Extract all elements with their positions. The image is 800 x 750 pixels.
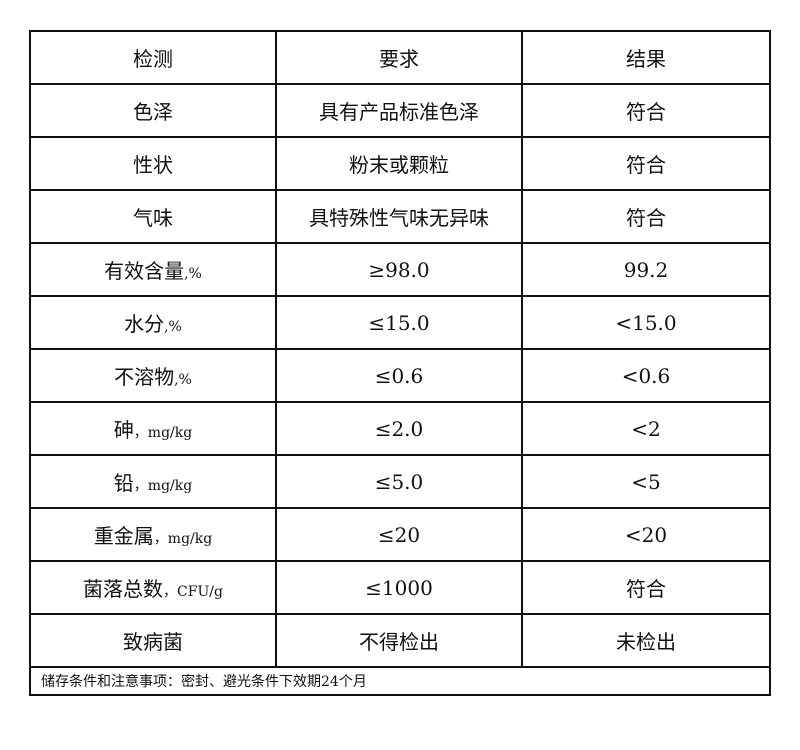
table-row: 有效含量,% ≥98.0 99.2 <box>29 242 771 297</box>
item-name: 色泽 <box>133 100 173 124</box>
result-cell: 符合 <box>521 560 771 615</box>
table-row: 水分,% ≤15.0 <15.0 <box>29 295 771 350</box>
item-unit: ，CFU/g <box>163 584 223 600</box>
test-item: 不溶物,% <box>29 348 277 403</box>
test-item: 致病菌 <box>29 613 277 668</box>
result-cell: <2 <box>521 401 771 456</box>
requirement-cell: ≤2.0 <box>275 401 523 456</box>
table-row: 重金属，mg/kg ≤20 <20 <box>29 507 771 562</box>
result-cell: <0.6 <box>521 348 771 403</box>
item-name: 砷 <box>113 418 134 442</box>
table-row: 砷，mg/kg ≤2.0 <2 <box>29 401 771 456</box>
requirement-cell: ≤5.0 <box>275 454 523 509</box>
requirement-cell: 不得检出 <box>275 613 523 668</box>
test-item: 菌落总数，CFU/g <box>29 560 277 615</box>
table-row: 性状 粉末或颗粒 符合 <box>29 136 771 191</box>
item-unit: ，mg/kg <box>133 425 193 441</box>
table-row: 菌落总数，CFU/g ≤1000 符合 <box>29 560 771 615</box>
result-cell: 符合 <box>521 189 771 244</box>
result-cell: <5 <box>521 454 771 509</box>
item-unit: ，mg/kg <box>153 531 213 547</box>
result-cell: 99.2 <box>521 242 771 297</box>
item-name: 重金属 <box>93 524 154 548</box>
test-item: 色泽 <box>29 83 277 138</box>
header-result: 结果 <box>521 30 771 85</box>
inspection-table: 检测 要求 结果 色泽 具有产品标准色泽 符合 性状 粉末或颗粒 符合 气味 具特殊性气味无异… <box>29 30 771 696</box>
requirement-cell: ≤20 <box>275 507 523 562</box>
test-item: 水分,% <box>29 295 277 350</box>
test-item: 重金属，mg/kg <box>29 507 277 562</box>
result-cell: 符合 <box>521 136 771 191</box>
result-cell: <20 <box>521 507 771 562</box>
item-name: 不溶物 <box>114 365 175 389</box>
header-test: 检测 <box>29 30 277 85</box>
item-name: 菌落总数 <box>83 577 164 601</box>
test-item: 性状 <box>29 136 277 191</box>
result-cell: 未检出 <box>521 613 771 668</box>
item-unit: ,% <box>174 372 192 388</box>
table-row: 不溶物,% ≤0.6 <0.6 <box>29 348 771 403</box>
storage-note: 储存条件和注意事项：密封、避光条件下效期24个月 <box>29 666 771 696</box>
footer-row: 储存条件和注意事项：密封、避光条件下效期24个月 <box>29 666 771 696</box>
table-row: 气味 具特殊性气味无异味 符合 <box>29 189 771 244</box>
test-item: 气味 <box>29 189 277 244</box>
header-row: 检测 要求 结果 <box>29 30 771 85</box>
table-row: 色泽 具有产品标准色泽 符合 <box>29 83 771 138</box>
table-row: 铅，mg/kg ≤5.0 <5 <box>29 454 771 509</box>
table-row: 致病菌 不得检出 未检出 <box>29 613 771 668</box>
item-name: 水分 <box>124 312 165 336</box>
requirement-cell: 具特殊性气味无异味 <box>275 189 523 244</box>
test-item: 铅，mg/kg <box>29 454 277 509</box>
requirement-cell: ≥98.0 <box>275 242 523 297</box>
result-cell: 符合 <box>521 83 771 138</box>
test-item: 砷，mg/kg <box>29 401 277 456</box>
item-name: 铅 <box>113 471 134 495</box>
requirement-cell: ≤0.6 <box>275 348 523 403</box>
requirement-cell: 粉末或颗粒 <box>275 136 523 191</box>
requirement-cell: ≤1000 <box>275 560 523 615</box>
requirement-cell: ≤15.0 <box>275 295 523 350</box>
item-unit: ,% <box>184 266 202 282</box>
item-unit: ，mg/kg <box>133 478 193 494</box>
requirement-cell: 具有产品标准色泽 <box>275 83 523 138</box>
item-name: 气味 <box>133 206 173 230</box>
item-unit: ,% <box>164 319 182 335</box>
item-name: 有效含量 <box>104 259 185 283</box>
test-item: 有效含量,% <box>29 242 277 297</box>
result-cell: <15.0 <box>521 295 771 350</box>
header-requirement: 要求 <box>275 30 523 85</box>
item-name: 性状 <box>133 153 173 177</box>
item-name: 致病菌 <box>123 630 183 654</box>
